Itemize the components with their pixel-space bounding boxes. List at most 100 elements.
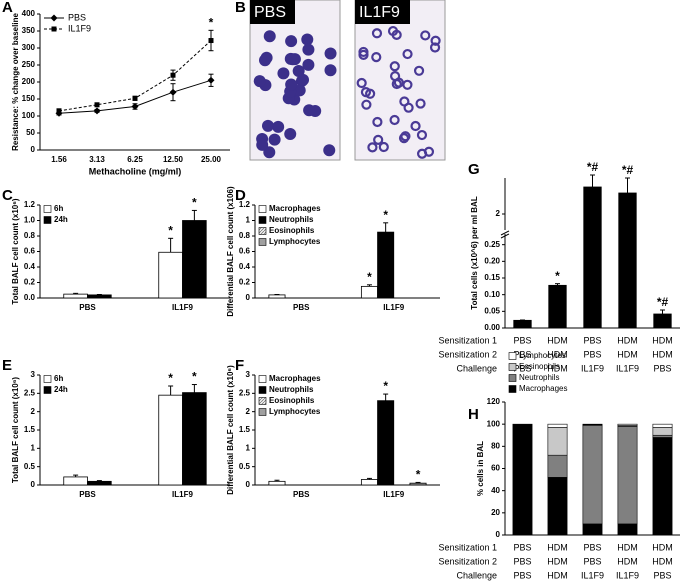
point: [207, 76, 215, 84]
legend-label: Eosinophils: [269, 226, 315, 235]
panel-label: C: [2, 187, 13, 204]
y-axis-label: Differential BALF cell count (x106): [226, 186, 235, 317]
x-tick-label: 12.50: [163, 155, 184, 164]
legend-swatch: [258, 408, 267, 416]
table-cell: IL1F9: [581, 570, 604, 580]
legend-label: 6h: [54, 374, 63, 383]
legend-label: Macrophages: [269, 374, 321, 383]
y-tick-label: 2.5: [239, 388, 251, 397]
bar-segment: [547, 427, 568, 456]
table-cell: HDM: [652, 542, 673, 552]
legend-swatch: [43, 205, 52, 213]
cell: [429, 42, 441, 53]
bar: [583, 186, 602, 329]
micrograph-label-bg: [250, 0, 295, 24]
cell: [402, 48, 413, 60]
y-tick-label: 0.25: [484, 240, 500, 249]
legend-swatch: [508, 374, 517, 382]
significance: *: [168, 371, 173, 385]
bar-segment: [652, 434, 673, 438]
cell: [371, 52, 382, 63]
y-tick-label: 3: [246, 370, 251, 379]
cell: [253, 75, 266, 88]
bar: [513, 319, 532, 329]
y-tick-label: 0.20: [484, 256, 500, 265]
bar: [182, 392, 207, 486]
table-row-label: Sensitization 2: [438, 556, 497, 566]
y-tick-label: 150: [22, 94, 36, 103]
micrograph-label: IL1F9: [359, 4, 400, 21]
legend-label: PBS: [68, 12, 86, 22]
y-tick-label: 0.05: [484, 306, 500, 315]
y-tick-label: 200: [22, 77, 36, 86]
y-tick-label: 1.5: [239, 425, 251, 434]
y-tick-label: 2: [496, 209, 501, 218]
legend-marker: [51, 26, 57, 32]
cell: [356, 77, 367, 89]
point: [170, 72, 176, 78]
bar: [158, 394, 183, 486]
y-axis-label: Total cells (x10^6) per ml BAL: [470, 196, 479, 310]
point: [131, 102, 139, 110]
y-tick-label: 50: [26, 128, 35, 137]
legend-label: Neutrophils: [269, 385, 314, 394]
legend-swatch: [43, 386, 52, 394]
y-tick-label: 0.4: [24, 262, 36, 271]
bar-segment: [582, 523, 603, 536]
table-cell: HDM: [617, 542, 638, 552]
cell: [263, 30, 276, 43]
cell: [420, 30, 431, 41]
y-tick-label: 0: [31, 480, 36, 489]
y-tick-label: 40: [491, 486, 500, 495]
table-cell: HDM: [547, 542, 568, 552]
point: [56, 108, 62, 114]
y-axis-label: Resistance: % change over baseline: [11, 13, 20, 151]
significance: *: [555, 269, 560, 283]
table-cell: PBS: [513, 363, 531, 373]
legend-swatch: [258, 216, 267, 224]
legend-marker: [50, 14, 58, 22]
cell: [324, 64, 337, 77]
x-tick-label: IL1F9: [172, 490, 193, 499]
cell: [389, 114, 400, 126]
cell: [371, 28, 383, 39]
cell: [302, 58, 315, 71]
legend-label: 24h: [54, 215, 68, 224]
cell: [261, 119, 274, 132]
y-tick-label: 1.5: [24, 425, 36, 434]
y-tick-label: 1: [31, 443, 36, 452]
cell: [372, 116, 383, 128]
cell: [301, 33, 314, 46]
table-cell: IL1F9: [581, 363, 604, 373]
table-cell: HDM: [547, 335, 568, 345]
significance: *: [416, 468, 421, 482]
y-tick-label: 0.5: [24, 462, 36, 471]
y-tick-label: 0.2: [239, 278, 251, 287]
y-axis-label: Total BALF cell count (x10⁶): [11, 198, 20, 305]
y-tick-label: 20: [491, 508, 500, 517]
bar-segment: [512, 423, 533, 536]
table-row-label: Sensitization 2: [438, 349, 497, 359]
cell: [285, 35, 298, 48]
significance: *: [192, 196, 197, 210]
table-cell: HDM: [547, 363, 568, 373]
cell: [378, 141, 389, 153]
legend-swatch: [508, 363, 517, 371]
bar: [360, 479, 378, 486]
y-tick-label: 0: [246, 293, 251, 302]
bar-segment: [617, 426, 638, 525]
significance: *: [383, 379, 388, 393]
table-cell: HDM: [652, 335, 673, 345]
legend-label: Neutrophils: [519, 373, 559, 382]
table-row-label: Challenge: [456, 570, 497, 580]
y-tick-label: 0.4: [239, 262, 251, 271]
x-tick-label: IL1F9: [383, 490, 404, 499]
legend-label: 6h: [54, 204, 63, 213]
y-tick-label: 1.2: [24, 200, 36, 209]
y-tick-label: 350: [22, 26, 36, 35]
table-cell: HDM: [547, 570, 568, 580]
y-tick-label: 2: [246, 407, 251, 416]
significance: *#: [622, 163, 634, 177]
panel-label: A: [2, 0, 13, 16]
cell: [302, 43, 315, 56]
